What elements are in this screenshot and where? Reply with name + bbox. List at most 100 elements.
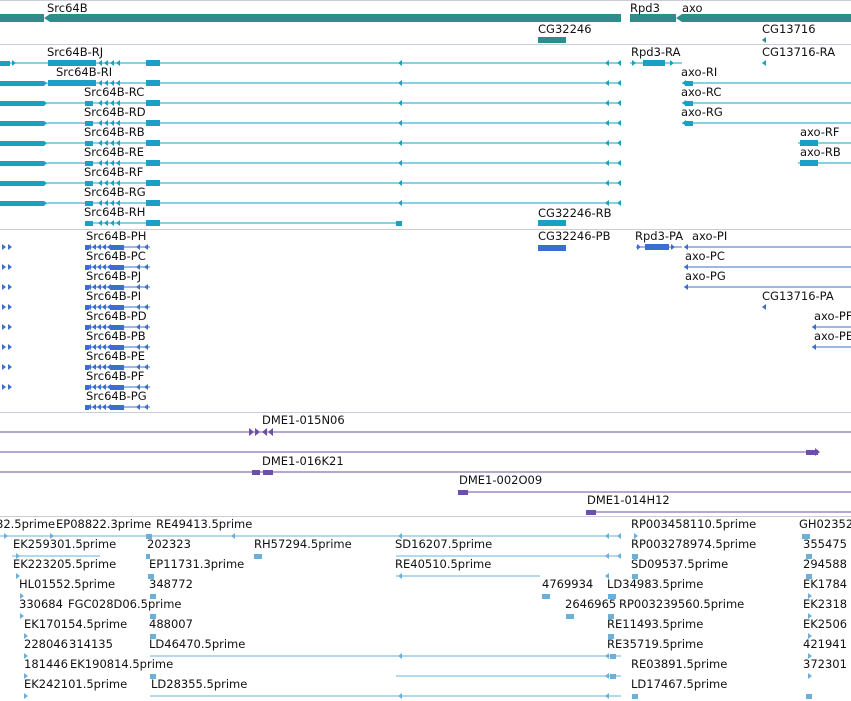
- strand-arrow[interactable]: [676, 14, 682, 22]
- strand-arrow[interactable]: [670, 60, 674, 66]
- exon-block[interactable]: [0, 61, 10, 66]
- strand-arrow[interactable]: [102, 404, 106, 410]
- est-label[interactable]: EK242101.5prime: [24, 677, 128, 691]
- est-label[interactable]: LD34983.5prime: [607, 577, 704, 591]
- src64b-rh-label[interactable]: Src64B-RH: [84, 205, 146, 219]
- est-label[interactable]: LD17467.5prime: [631, 677, 728, 691]
- exon-block[interactable]: [85, 285, 89, 290]
- exon-block[interactable]: [110, 405, 124, 410]
- strand-arrow[interactable]: [605, 60, 609, 66]
- est-block[interactable]: [150, 674, 156, 679]
- strand-arrow[interactable]: [2, 304, 6, 310]
- strand-arrow[interactable]: [97, 324, 101, 330]
- strand-arrow[interactable]: [398, 693, 402, 699]
- strand-arrow[interactable]: [136, 244, 140, 250]
- exon-block[interactable]: [48, 80, 96, 86]
- strand-arrow[interactable]: [605, 120, 609, 126]
- exon-block[interactable]: [48, 60, 96, 66]
- strand-arrow[interactable]: [398, 200, 402, 206]
- strand-arrow[interactable]: [98, 100, 102, 106]
- strand-arrow[interactable]: [110, 80, 114, 86]
- exon-block[interactable]: [110, 365, 124, 370]
- strand-arrow[interactable]: [44, 121, 47, 126]
- exon-block[interactable]: [146, 100, 160, 106]
- strand-arrow[interactable]: [144, 384, 148, 390]
- strand-arrow[interactable]: [136, 264, 140, 270]
- rpd3-pa-label[interactable]: Rpd3-PA: [635, 229, 684, 243]
- est-label[interactable]: RP003278974.5prime: [631, 537, 757, 551]
- exon-block[interactable]: [146, 120, 160, 126]
- strand-arrow[interactable]: [762, 304, 766, 310]
- strand-arrow[interactable]: [116, 200, 120, 206]
- strand-arrow[interactable]: [110, 60, 114, 66]
- est-label[interactable]: EK259301.5prime: [13, 537, 117, 551]
- est-label[interactable]: RE40510.5prime: [395, 557, 492, 571]
- exon-block[interactable]: [800, 160, 818, 166]
- strand-arrow[interactable]: [605, 553, 609, 559]
- exon-block[interactable]: [252, 470, 260, 475]
- strand-arrow[interactable]: [605, 140, 609, 146]
- exon-block[interactable]: [0, 101, 44, 106]
- exon-block[interactable]: [85, 305, 89, 310]
- strand-arrow[interactable]: [136, 304, 140, 310]
- axo-rg-label[interactable]: axo-RG: [681, 105, 723, 119]
- strand-arrow[interactable]: [617, 160, 621, 166]
- strand-arrow[interactable]: [8, 284, 12, 290]
- strand-arrow[interactable]: [16, 573, 20, 579]
- cg32246-pb-exon[interactable]: [538, 245, 566, 251]
- strand-arrow[interactable]: [136, 364, 140, 370]
- strand-arrow[interactable]: [136, 324, 140, 330]
- strand-arrow[interactable]: [97, 304, 101, 310]
- est-label[interactable]: RE35719.5prime: [607, 637, 704, 651]
- axo-gene-label[interactable]: axo: [682, 1, 703, 15]
- exon-block[interactable]: [110, 285, 124, 290]
- strand-arrow[interactable]: [8, 324, 12, 330]
- strand-arrow[interactable]: [808, 653, 812, 659]
- strand-arrow[interactable]: [4, 533, 8, 539]
- strand-arrow[interactable]: [617, 200, 621, 206]
- strand-arrow[interactable]: [116, 120, 120, 126]
- strand-arrow[interactable]: [684, 264, 688, 270]
- strand-arrow[interactable]: [98, 180, 102, 186]
- strand-arrow[interactable]: [110, 120, 114, 126]
- strand-arrow[interactable]: [808, 673, 812, 679]
- strand-arrow[interactable]: [102, 344, 106, 350]
- est-label[interactable]: 4769934: [542, 577, 594, 591]
- exon-block[interactable]: [685, 81, 693, 86]
- exon-block[interactable]: [146, 140, 160, 146]
- strand-arrow[interactable]: [44, 81, 47, 86]
- strand-arrow[interactable]: [634, 533, 638, 539]
- strand-arrow[interactable]: [2, 344, 6, 350]
- src64b-gene-bar[interactable]: [0, 14, 44, 22]
- est-label[interactable]: RH57294.5prime: [254, 537, 352, 551]
- est-block[interactable]: [150, 594, 156, 599]
- exon-block[interactable]: [645, 244, 669, 250]
- strand-arrow[interactable]: [762, 37, 766, 43]
- dme1-014h12-label[interactable]: DME1-014H12: [587, 493, 670, 507]
- exon-block[interactable]: [85, 121, 93, 126]
- exon-block[interactable]: [146, 160, 160, 166]
- est-label[interactable]: GH02352: [799, 517, 851, 531]
- strand-arrow[interactable]: [92, 384, 96, 390]
- est-block[interactable]: [146, 554, 150, 559]
- strand-arrow[interactable]: [632, 60, 636, 66]
- src64b-pj-label[interactable]: Src64B-PJ: [86, 269, 142, 283]
- est-label[interactable]: 488007: [149, 617, 193, 631]
- strand-arrow[interactable]: [97, 284, 101, 290]
- strand-arrow[interactable]: [398, 180, 402, 186]
- strand-arrow[interactable]: [617, 553, 621, 559]
- strand-arrow[interactable]: [92, 264, 96, 270]
- strand-arrow[interactable]: [102, 364, 106, 370]
- src64b-pg-label[interactable]: Src64B-PG: [86, 389, 147, 403]
- est-block[interactable]: [632, 554, 638, 559]
- est-block[interactable]: [632, 694, 638, 699]
- strand-arrow[interactable]: [398, 653, 402, 659]
- strand-arrow[interactable]: [104, 180, 108, 186]
- axo-rf-label[interactable]: axo-RF: [800, 125, 840, 139]
- cg32246-gene-bar[interactable]: [538, 37, 566, 43]
- est-label[interactable]: RE11493.5prime: [607, 617, 704, 631]
- strand-arrow[interactable]: [144, 264, 148, 270]
- strand-arrow[interactable]: [24, 653, 28, 659]
- exon-block[interactable]: [146, 220, 160, 226]
